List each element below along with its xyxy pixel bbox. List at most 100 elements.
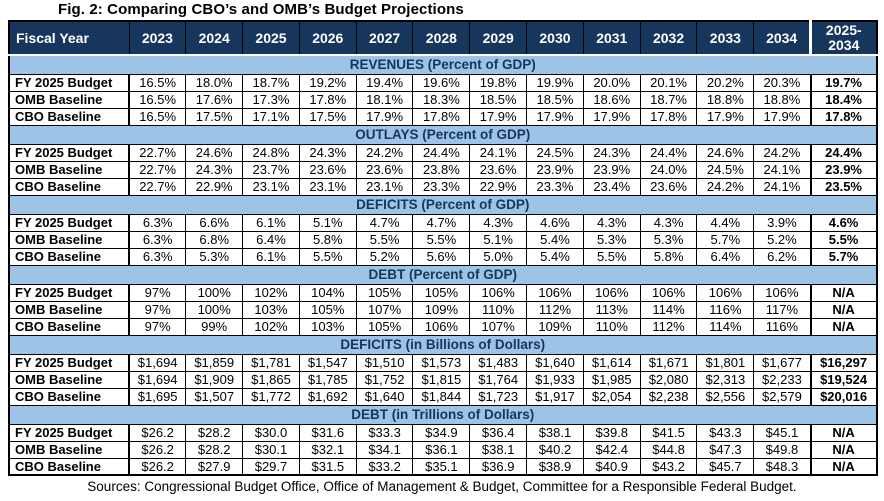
data-cell: 99% [185,317,244,336]
data-cell: 22.7% [128,160,187,179]
data-cell: 6.2% [753,247,812,266]
data-cell: $39.8 [582,423,641,442]
data-cell: $36.4 [469,423,528,442]
data-cell: $1,909 [185,370,244,389]
data-cell: 22.9% [469,177,528,196]
data-cell: 105% [412,283,471,302]
data-cell: $1,694 [128,370,187,389]
data-cell: 24.3% [185,160,244,179]
data-cell: 107% [469,317,528,336]
data-cell: 116% [696,300,755,319]
table-row: OMB Baseline 6.3% 6.8% 6.4% 5.8% 5.5% 5.5% 5.1%… [8,230,878,249]
row-label: FY 2025 Budget [8,283,130,302]
data-cell: 117% [753,300,812,319]
data-cell: 20.0% [582,73,641,92]
data-cell: $1,772 [242,387,300,406]
data-cell: $1,640 [526,353,584,372]
data-cell: 17.9% [582,107,641,126]
data-cell: $1,695 [128,387,187,406]
total-cell: N/A [809,283,878,302]
data-cell: 6.1% [242,247,300,266]
data-cell: $1,640 [355,387,414,406]
data-cell: 5.4% [526,230,584,249]
data-cell: 23.1% [355,177,414,196]
data-cell: $2,054 [582,387,641,406]
section-header: DEBT (in Trillions of Dollars) [8,404,878,425]
data-cell: 105% [298,300,357,319]
data-cell: 17.5% [185,107,244,126]
data-cell: 23.6% [469,160,528,179]
data-cell: 24.1% [469,143,528,162]
total-cell: 17.8% [809,107,878,126]
data-cell: 100% [185,300,244,319]
table-row: CBO Baseline $26.2 $27.9 $29.7 $31.5 $33.2 $35… [8,457,878,476]
data-cell: $38.1 [469,440,528,459]
table-row: FY 2025 Budget 16.5% 18.0% 18.7% 19.2% 19.4% 1… [8,73,878,92]
data-cell: 5.5% [298,247,357,266]
data-cell: 20.3% [753,73,812,92]
data-cell: $1,785 [298,370,357,389]
data-cell: 106% [582,283,641,302]
row-label: OMB Baseline [8,370,130,389]
total-cell: 23.9% [809,160,878,179]
data-cell: $1,865 [242,370,300,389]
data-cell: $1,677 [753,353,812,372]
year-header: 2027 [355,20,414,56]
data-cell: 17.8% [639,107,698,126]
data-cell: 23.3% [526,177,584,196]
data-cell: 6.4% [242,230,300,249]
data-cell: 23.6% [298,160,357,179]
data-cell: 17.9% [696,107,755,126]
section-header: DEBT (Percent of GDP) [8,264,878,285]
data-cell: 5.4% [526,247,584,266]
data-cell: $48.3 [753,457,812,476]
row-label: CBO Baseline [8,177,130,196]
total-cell: 18.4% [809,90,878,109]
section-band-row: DEBT (Percent of GDP) [8,264,878,285]
summary-period-header: 2025-2034 [809,20,878,56]
total-cell: 5.7% [809,247,878,266]
data-cell: $40.9 [582,457,641,476]
data-cell: $34.9 [412,423,471,442]
data-cell: 18.6% [582,90,641,109]
data-cell: 6.4% [696,247,755,266]
data-cell: 17.9% [526,107,584,126]
data-cell: $1,694 [128,353,187,372]
data-cell: 114% [696,317,755,336]
data-cell: 113% [582,300,641,319]
data-cell: 4.7% [412,213,471,232]
row-label: OMB Baseline [8,160,130,179]
table-row: OMB Baseline 16.5% 17.6% 17.3% 17.8% 18.1% 18.… [8,90,878,109]
data-cell: 23.3% [412,177,471,196]
row-label: CBO Baseline [8,247,130,266]
data-cell: $1,692 [298,387,357,406]
data-cell: 19.6% [412,73,471,92]
data-cell: 23.6% [355,160,414,179]
data-cell: 24.6% [696,143,755,162]
data-cell: $1,510 [355,353,414,372]
data-cell: 5.5% [582,247,641,266]
data-cell: 6.6% [185,213,244,232]
data-cell: 16.5% [128,107,187,126]
table-row: FY 2025 Budget $1,694 $1,859 $1,781 $1,547 $1… [8,353,878,372]
data-cell: 97% [128,317,187,336]
data-cell: 18.1% [355,90,414,109]
data-cell: 106% [469,283,528,302]
data-cell: $33.3 [355,423,414,442]
total-cell: 4.6% [809,213,878,232]
data-cell: $38.9 [526,457,584,476]
data-cell: 18.7% [242,73,300,92]
total-cell: $19,524 [809,370,878,389]
data-cell: 18.0% [185,73,244,92]
data-cell: 110% [469,300,528,319]
table-row: FY 2025 Budget 97% 100% 102% 104% 105% 105% 106… [8,283,878,302]
data-cell: $2,238 [639,387,698,406]
data-cell: 4.3% [582,213,641,232]
data-cell: 23.9% [582,160,641,179]
data-cell: 5.1% [298,213,357,232]
data-cell: 4.6% [526,213,584,232]
data-cell: 19.8% [469,73,528,92]
data-cell: 5.7% [696,230,755,249]
data-cell: 4.4% [696,213,755,232]
